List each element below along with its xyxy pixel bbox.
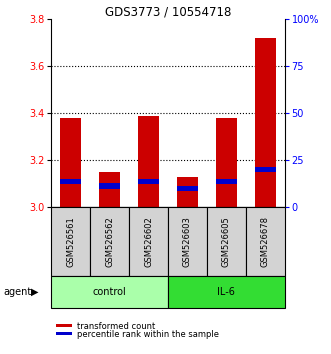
Text: ▶: ▶ (31, 287, 38, 297)
Bar (255, 38, 276, 207)
Bar (215, 118, 237, 207)
Bar (138, 179, 159, 184)
Bar (51, 276, 168, 308)
Bar (168, 276, 285, 308)
Bar (246, 207, 285, 276)
Bar (99, 183, 120, 189)
Bar (129, 207, 168, 276)
Text: GSM526602: GSM526602 (144, 216, 153, 267)
Bar (56, 324, 72, 327)
Text: IL-6: IL-6 (217, 287, 235, 297)
Text: GSM526561: GSM526561 (66, 216, 75, 267)
Text: GSM526605: GSM526605 (222, 216, 231, 267)
Bar (177, 186, 198, 191)
Text: control: control (93, 287, 126, 297)
Text: GSM526562: GSM526562 (105, 216, 114, 267)
Bar (60, 179, 81, 184)
Bar (99, 172, 120, 207)
Title: GDS3773 / 10554718: GDS3773 / 10554718 (105, 5, 231, 18)
Bar (60, 118, 81, 207)
Bar (56, 332, 72, 336)
Bar (138, 116, 159, 207)
Text: agent: agent (3, 287, 31, 297)
Bar (168, 207, 207, 276)
Bar (215, 179, 237, 184)
Bar (255, 167, 276, 172)
Text: transformed count: transformed count (77, 322, 155, 331)
Text: percentile rank within the sample: percentile rank within the sample (77, 330, 219, 339)
Text: GSM526678: GSM526678 (261, 216, 270, 267)
Bar (51, 207, 90, 276)
Bar (90, 207, 129, 276)
Bar (207, 207, 246, 276)
Bar (177, 177, 198, 207)
Text: GSM526603: GSM526603 (183, 216, 192, 267)
